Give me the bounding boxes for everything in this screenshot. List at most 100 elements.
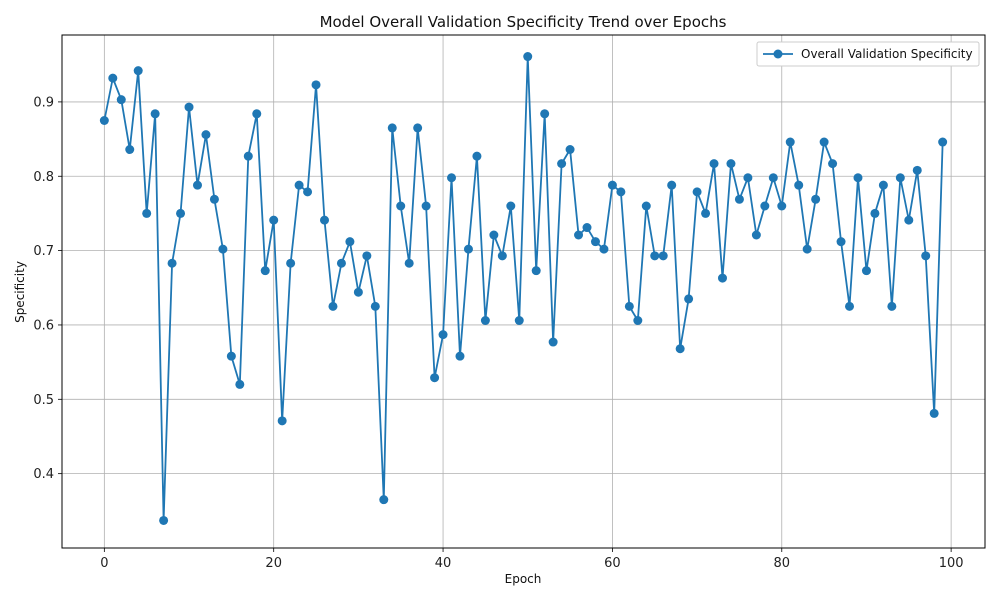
- grid: [62, 35, 985, 548]
- data-point: [828, 159, 838, 169]
- data-point: [667, 180, 677, 190]
- data-point: [802, 244, 812, 254]
- data-point: [209, 194, 219, 204]
- data-point: [269, 215, 279, 225]
- data-point: [235, 379, 245, 389]
- data-point: [845, 301, 855, 311]
- data-point: [252, 109, 262, 119]
- data-point: [717, 273, 727, 283]
- data-point: [760, 201, 770, 211]
- data-point: [108, 73, 118, 83]
- x-tick-label: 60: [604, 556, 621, 571]
- y-tick-label: 0.4: [33, 467, 54, 482]
- data-point: [353, 287, 363, 297]
- data-point: [574, 230, 584, 240]
- data-point: [370, 301, 380, 311]
- data-point: [345, 237, 355, 247]
- data-point: [320, 215, 330, 225]
- series-line-layer: [103, 55, 944, 522]
- data-point: [641, 201, 651, 211]
- data-point: [184, 102, 194, 112]
- x-tick-label: 80: [773, 556, 790, 571]
- data-point: [616, 187, 626, 197]
- data-point: [311, 80, 321, 90]
- data-point: [870, 208, 880, 218]
- data-point: [133, 66, 143, 76]
- data-point: [650, 251, 660, 261]
- data-point: [201, 130, 211, 140]
- data-point: [116, 95, 126, 105]
- data-point: [396, 201, 406, 211]
- data-point: [226, 351, 236, 361]
- data-point: [819, 137, 829, 147]
- data-point: [142, 208, 152, 218]
- data-point: [768, 173, 778, 183]
- legend: Overall Validation Specificity: [756, 41, 980, 67]
- series-line: [103, 55, 944, 522]
- x-axis: 0 20 40 60 80 100: [100, 548, 964, 571]
- x-tick-label: 20: [265, 556, 282, 571]
- data-point: [379, 495, 389, 505]
- data-point: [421, 201, 431, 211]
- data-point: [751, 230, 761, 240]
- data-point: [540, 109, 550, 119]
- data-point: [633, 315, 643, 325]
- y-tick-label: 0.6: [33, 318, 54, 333]
- data-point: [336, 258, 346, 268]
- data-point: [150, 109, 160, 119]
- data-point: [523, 52, 533, 62]
- data-point: [701, 208, 711, 218]
- data-point: [853, 173, 863, 183]
- data-point: [878, 180, 888, 190]
- data-point: [192, 180, 202, 190]
- data-point: [743, 173, 753, 183]
- data-point: [404, 258, 414, 268]
- x-tick-label: 100: [939, 556, 964, 571]
- data-point: [734, 194, 744, 204]
- data-point: [489, 230, 499, 240]
- plot-frame: [61, 34, 986, 549]
- x-tick-label: 0: [100, 556, 108, 571]
- data-point: [904, 215, 914, 225]
- data-point: [506, 201, 516, 211]
- legend-marker: [773, 49, 783, 59]
- data-point: [430, 373, 440, 383]
- data-point: [99, 116, 109, 125]
- data-point: [624, 301, 634, 311]
- data-point: [684, 294, 694, 304]
- data-point: [861, 266, 871, 276]
- chart-title: Model Overall Validation Specificity Tre…: [320, 13, 727, 31]
- data-point: [675, 344, 685, 354]
- data-point: [895, 173, 905, 183]
- data-point: [921, 251, 931, 261]
- data-point: [167, 258, 177, 268]
- data-point: [887, 301, 897, 311]
- data-point: [929, 408, 939, 418]
- data-point: [438, 330, 448, 340]
- data-point: [912, 165, 922, 175]
- data-point: [607, 180, 617, 190]
- y-axis: 0.4 0.5 0.6 0.7 0.8 0.9: [33, 95, 62, 482]
- data-point: [480, 315, 490, 325]
- x-axis-label: Epoch: [505, 572, 542, 586]
- data-point: [777, 201, 787, 211]
- legend-box: [756, 41, 980, 67]
- data-point: [531, 266, 541, 276]
- data-point: [125, 144, 135, 154]
- x-tick-label: 40: [435, 556, 452, 571]
- data-point: [514, 315, 524, 325]
- data-point: [497, 251, 507, 261]
- y-axis-label: Specificity: [13, 261, 27, 323]
- data-point: [472, 151, 482, 161]
- data-point: [836, 237, 846, 247]
- data-point: [362, 251, 372, 261]
- data-point: [565, 144, 575, 154]
- data-point: [286, 258, 296, 268]
- data-point: [387, 123, 397, 133]
- data-point: [785, 137, 795, 147]
- data-point: [590, 237, 600, 247]
- data-point: [294, 180, 304, 190]
- data-point: [176, 208, 186, 218]
- data-point: [557, 159, 567, 169]
